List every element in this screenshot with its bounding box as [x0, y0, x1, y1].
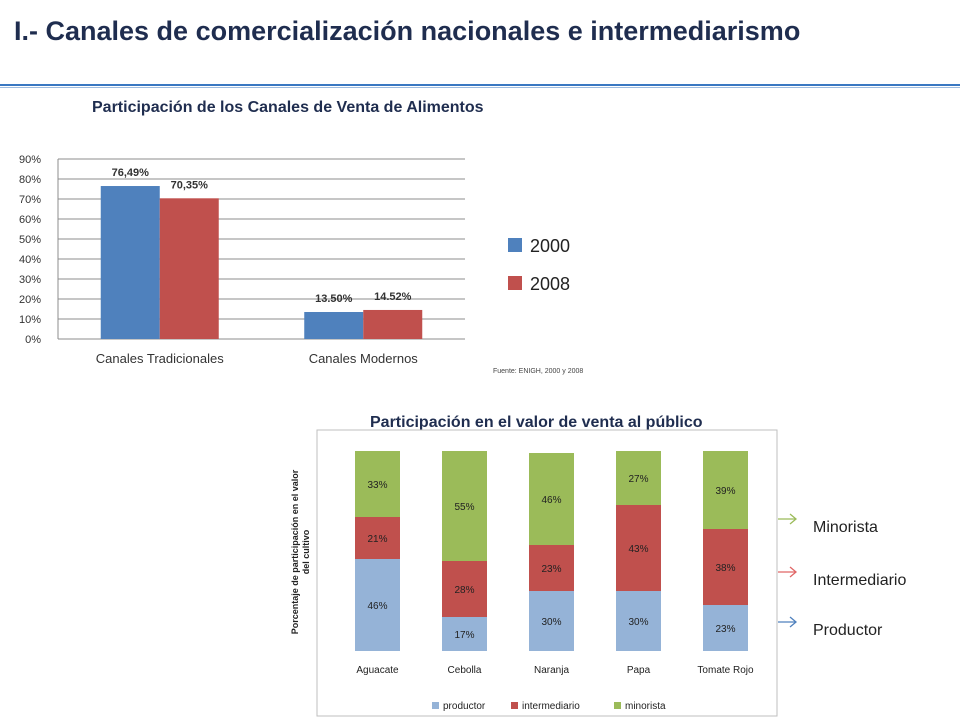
- stack-minorista-4: [703, 451, 748, 529]
- data-label: 30%: [541, 617, 561, 628]
- chart-canales-venta: 0% 10% 20% 30% 40% 50% 60% 70% 80% 90% 76,49% 70,35…: [19, 154, 570, 366]
- data-label: 46%: [541, 495, 561, 506]
- data-label: 27%: [628, 474, 648, 485]
- stack-minorista-0: [355, 451, 400, 517]
- slide-title: I.- Canales de comercialización nacional…: [14, 16, 801, 46]
- stack-minorista-2: [529, 453, 574, 545]
- y-axis-label-line-1: Porcentaje de participación en el valor: [290, 469, 300, 634]
- arrow-head-minorista: [789, 513, 798, 525]
- stack-productor-3: [616, 591, 661, 651]
- bar-2008-0: [159, 198, 219, 339]
- y-tick-label: 30%: [19, 274, 41, 286]
- y-tick-label: 80%: [19, 174, 41, 186]
- legend-swatch-2000: [508, 238, 522, 252]
- legend-swatch-2008: [508, 276, 522, 290]
- title-divider: [0, 84, 960, 86]
- data-label: 14.52%: [374, 291, 412, 303]
- arrow-head-productor: [789, 616, 798, 628]
- data-label: 30%: [628, 617, 648, 628]
- chart-title-valor-venta: Participación en el valor de venta al pú…: [370, 414, 703, 431]
- data-label: 33%: [367, 480, 387, 491]
- chart-valor-venta: 46% 21% 33% Aguacate 17% 28% 55% Cebolla 30% 23% 4…: [290, 429, 778, 717]
- source-note: Fuente: ENIGH, 2000 y 2008: [493, 368, 584, 375]
- stack-productor-0: [355, 559, 400, 651]
- data-label: 23%: [541, 564, 561, 575]
- y-tick-label: 40%: [19, 254, 41, 266]
- side-label-productor: Productor: [813, 622, 883, 639]
- x-tick-label: Canales Tradicionales: [96, 351, 224, 366]
- data-label: 38%: [715, 563, 735, 574]
- bar-2008-1: [363, 309, 423, 339]
- stack-intermediario-2: [529, 545, 574, 591]
- y-axis-label: Porcentaje de participación en el valord…: [290, 469, 311, 634]
- stack-intermediario-1: [442, 561, 487, 617]
- y-tick-label: 10%: [19, 314, 41, 326]
- x-tick-label: Canales Modernos: [309, 351, 419, 366]
- legend-label-2000: 2000: [530, 236, 570, 256]
- data-label: 76,49%: [112, 167, 150, 179]
- stack-productor-4: [703, 605, 748, 651]
- data-label: 13.50%: [315, 293, 353, 305]
- x-tick-label: Cebolla: [448, 665, 482, 676]
- legend-swatch-intermediario: [511, 702, 518, 709]
- legend-swatch-productor: [432, 702, 439, 709]
- side-label-minorista: Minorista: [813, 519, 878, 536]
- legend-swatch-minorista: [614, 702, 621, 709]
- stack-intermediario-0: [355, 517, 400, 559]
- data-label: 39%: [715, 486, 735, 497]
- x-tick-label: Aguacate: [356, 665, 399, 676]
- x-tick-label: Naranja: [534, 665, 569, 676]
- data-label: 46%: [367, 601, 387, 612]
- y-tick-label: 0%: [25, 334, 41, 346]
- legend-label-intermediario: intermediario: [522, 701, 580, 712]
- chart-title-canales: Participación de los Canales de Venta de…: [92, 99, 484, 116]
- side-label-intermediario: Intermediario: [813, 572, 907, 589]
- legend-label-2008: 2008: [530, 274, 570, 294]
- stack-minorista-1: [442, 451, 487, 561]
- x-tick-label: Tomate Rojo: [697, 665, 754, 676]
- stack-productor-1: [442, 617, 487, 651]
- legend-label-productor: productor: [443, 701, 486, 712]
- data-label: 55%: [454, 502, 474, 513]
- data-label: 70,35%: [171, 179, 209, 191]
- title-divider-shadow: [0, 87, 960, 88]
- side-arrow-legend: [778, 513, 798, 628]
- stack-productor-2: [529, 591, 574, 651]
- legend-label-minorista: minorista: [625, 701, 666, 712]
- data-label: 23%: [715, 624, 735, 635]
- y-tick-label: 60%: [19, 214, 41, 226]
- bar-2000-0: [100, 186, 160, 339]
- y-axis-label-line-2: del cultivo: [301, 529, 311, 574]
- stack-minorista-3: [616, 451, 661, 505]
- x-tick-label: Papa: [627, 665, 651, 676]
- arrow-head-intermediario: [789, 566, 798, 578]
- y-tick-label: 20%: [19, 294, 41, 306]
- stack-intermediario-4: [703, 529, 748, 605]
- data-label: 21%: [367, 534, 387, 545]
- stack-intermediario-3: [616, 505, 661, 591]
- data-label: 28%: [454, 585, 474, 596]
- bar-2000-1: [304, 312, 364, 339]
- data-label: 17%: [454, 630, 474, 641]
- y-tick-label: 70%: [19, 194, 41, 206]
- y-tick-label: 50%: [19, 234, 41, 246]
- y-tick-label: 90%: [19, 154, 41, 166]
- data-label: 43%: [628, 544, 648, 555]
